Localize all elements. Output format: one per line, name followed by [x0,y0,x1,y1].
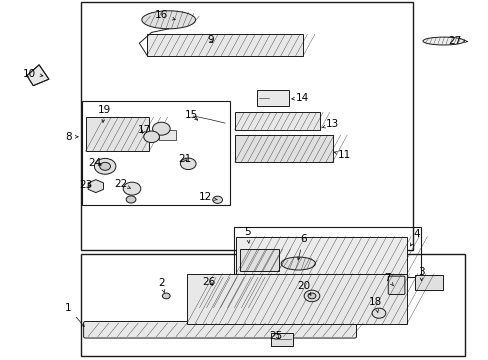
Text: 16: 16 [154,10,175,20]
Circle shape [162,293,170,299]
Text: 14: 14 [291,93,308,103]
Bar [256,90,288,106]
Text: 5: 5 [244,227,250,243]
Circle shape [143,131,159,143]
Bar [234,135,332,162]
FancyBboxPatch shape [83,321,356,338]
Bar [81,254,464,356]
Text: 9: 9 [206,35,213,45]
Text: 3: 3 [417,267,424,281]
Text: 7: 7 [383,273,392,286]
Text: 24: 24 [88,158,102,168]
Text: 26: 26 [202,276,216,287]
Text: 10: 10 [23,69,43,79]
FancyBboxPatch shape [387,276,404,294]
Ellipse shape [281,257,315,270]
Circle shape [152,122,170,135]
Text: 4: 4 [409,229,419,246]
Circle shape [123,182,141,195]
Text: 15: 15 [184,110,198,120]
Bar [159,130,176,140]
Bar [271,333,293,346]
Bar [239,249,278,271]
Circle shape [304,290,319,302]
Text: 27: 27 [447,36,467,46]
Text: 22: 22 [114,179,130,189]
Bar [235,237,406,274]
Text: 17: 17 [137,125,151,135]
Text: 6: 6 [297,234,306,260]
Bar [199,277,248,308]
Text: 20: 20 [297,281,310,295]
Bar [85,117,149,151]
Text: 1: 1 [65,303,84,327]
Ellipse shape [422,37,464,45]
Text: 23: 23 [79,180,92,190]
Bar [234,112,320,130]
Text: 21: 21 [178,154,191,164]
Bar [233,227,420,277]
Circle shape [371,308,385,318]
Text: 12: 12 [198,192,217,202]
Bar [186,274,406,324]
Circle shape [94,158,116,174]
Circle shape [212,196,222,203]
Text: 8: 8 [65,132,78,142]
Bar [82,101,229,205]
Circle shape [100,162,110,170]
Polygon shape [27,65,49,86]
Circle shape [126,196,136,203]
Text: 2: 2 [158,278,164,293]
Circle shape [180,158,196,170]
Text: 25: 25 [269,330,283,341]
Bar [146,34,303,56]
Text: 18: 18 [368,297,382,313]
Ellipse shape [142,11,195,29]
Circle shape [307,293,315,299]
Text: 13: 13 [322,119,339,129]
Bar [81,2,412,250]
Text: 19: 19 [97,105,111,122]
Bar [414,275,442,290]
Text: 11: 11 [334,150,351,160]
